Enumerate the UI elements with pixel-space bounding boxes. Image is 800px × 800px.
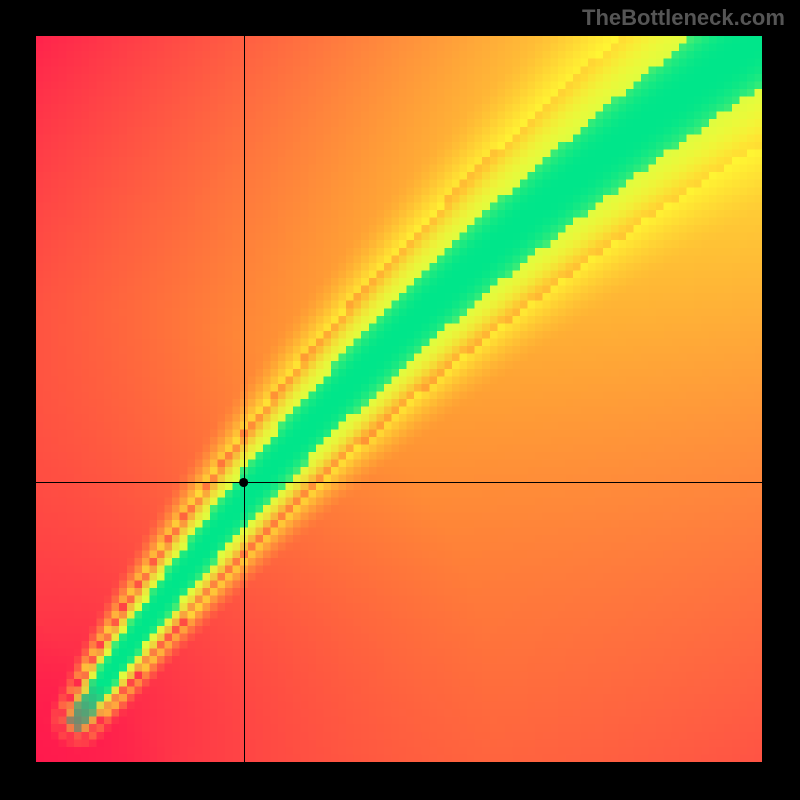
watermark-label: TheBottleneck.com bbox=[582, 5, 785, 31]
crosshair-overlay bbox=[36, 36, 762, 762]
chart-frame: TheBottleneck.com bbox=[0, 0, 800, 800]
